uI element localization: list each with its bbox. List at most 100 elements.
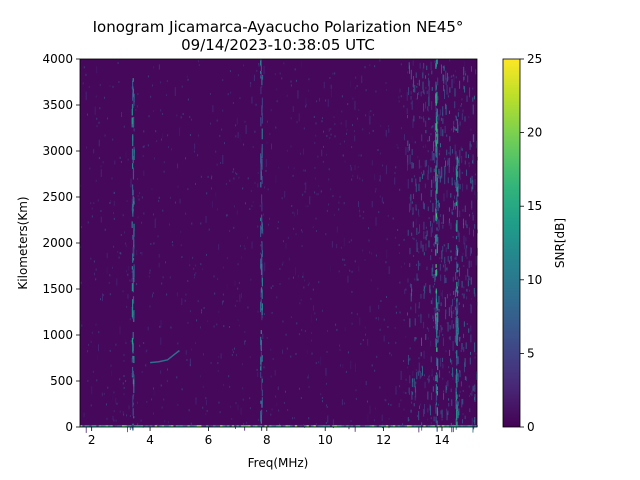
band-pixel bbox=[456, 276, 458, 280]
ground-pixel bbox=[385, 425, 389, 427]
noise-pixel bbox=[362, 249, 364, 252]
noise-pixel bbox=[388, 342, 390, 345]
noise-pixel bbox=[160, 384, 162, 387]
ground-pixel bbox=[222, 425, 226, 427]
line-pixel bbox=[436, 326, 438, 331]
noise-pixel bbox=[328, 178, 330, 181]
y-tick-label: 2000 bbox=[42, 236, 73, 250]
noise-pixel bbox=[220, 161, 222, 164]
line-pixel bbox=[261, 223, 263, 234]
band-pixel bbox=[461, 280, 463, 288]
noise-streak bbox=[96, 66, 98, 74]
ground-pixel bbox=[425, 425, 429, 427]
band-pixel bbox=[434, 153, 436, 164]
band-pixel bbox=[439, 202, 441, 208]
ground-pixel bbox=[189, 425, 193, 427]
ground-pixel bbox=[381, 425, 385, 427]
noise-pixel bbox=[269, 132, 271, 135]
ground-pixel bbox=[112, 425, 116, 427]
line-pixel bbox=[261, 214, 263, 223]
noise-pixel bbox=[454, 70, 456, 73]
noise-streak bbox=[459, 398, 461, 403]
noise-pixel bbox=[237, 263, 239, 266]
band-pixel bbox=[420, 193, 422, 201]
band-pixel bbox=[466, 245, 468, 249]
ground-pixel bbox=[119, 425, 123, 427]
noise-pixel bbox=[305, 205, 307, 208]
noise-pixel bbox=[292, 211, 294, 214]
noise-streak bbox=[91, 385, 93, 395]
noise-pixel bbox=[474, 356, 476, 359]
noise-pixel bbox=[157, 235, 159, 238]
noise-streak bbox=[328, 128, 330, 132]
noise-pixel bbox=[200, 175, 202, 178]
ground-pixel bbox=[278, 425, 282, 427]
noise-pixel bbox=[234, 171, 236, 174]
noise-pixel bbox=[450, 76, 452, 79]
noise-streak bbox=[327, 415, 329, 423]
noise-pixel bbox=[244, 120, 246, 123]
noise-pixel bbox=[166, 380, 168, 383]
noise-pixel bbox=[300, 299, 302, 302]
noise-pixel bbox=[80, 281, 82, 284]
ground-pixel bbox=[362, 425, 366, 427]
band-pixel bbox=[449, 349, 451, 356]
noise-pixel bbox=[323, 130, 325, 133]
band-pixel bbox=[422, 244, 424, 252]
band-pixel bbox=[446, 294, 448, 299]
noise-pixel bbox=[301, 245, 303, 248]
noise-streak bbox=[212, 105, 214, 113]
ground-pixel bbox=[131, 425, 135, 427]
noise-pixel bbox=[293, 167, 295, 170]
ground-pixel bbox=[194, 425, 198, 427]
noise-pixel bbox=[397, 146, 399, 149]
band-pixel bbox=[461, 342, 463, 350]
noise-pixel bbox=[320, 190, 322, 193]
band-pixel bbox=[446, 408, 448, 413]
line-pixel bbox=[131, 306, 133, 318]
noise-pixel bbox=[119, 156, 121, 159]
band-pixel bbox=[439, 143, 441, 148]
band-pixel bbox=[451, 320, 453, 329]
line-pixel bbox=[131, 266, 133, 270]
ground-pixel bbox=[360, 425, 364, 427]
band-pixel bbox=[448, 307, 450, 317]
noise-pixel bbox=[308, 78, 310, 81]
line-pixel bbox=[260, 71, 262, 79]
noise-pixel bbox=[296, 322, 298, 325]
band-pixel bbox=[444, 125, 446, 134]
band-pixel bbox=[473, 95, 475, 100]
band-pixel bbox=[451, 211, 453, 215]
noise-pixel bbox=[156, 140, 158, 143]
noise-pixel bbox=[272, 285, 274, 288]
ground-pixel bbox=[369, 425, 373, 427]
band-pixel bbox=[432, 203, 434, 213]
ground-pixel bbox=[136, 425, 140, 427]
band-pixel bbox=[425, 234, 427, 241]
noise-streak bbox=[236, 210, 238, 215]
noise-pixel bbox=[338, 201, 340, 204]
band-pixel bbox=[407, 140, 409, 146]
band-pixel bbox=[451, 75, 453, 78]
noise-streak bbox=[381, 197, 383, 203]
band-pixel bbox=[416, 372, 418, 380]
noise-pixel bbox=[114, 191, 116, 194]
noise-pixel bbox=[186, 75, 188, 78]
chart-title-line1: Ionogram Jicamarca-Ayacucho Polarization… bbox=[93, 18, 464, 36]
line-pixel bbox=[436, 374, 438, 383]
noise-pixel bbox=[468, 162, 470, 165]
noise-pixel bbox=[341, 110, 343, 113]
line-pixel bbox=[132, 253, 134, 263]
ground-pixel bbox=[108, 425, 112, 427]
line-pixel bbox=[261, 240, 263, 244]
band-pixel bbox=[469, 214, 471, 217]
noise-pixel bbox=[332, 72, 334, 75]
noise-pixel bbox=[368, 227, 370, 230]
ground-pixel bbox=[353, 425, 357, 427]
noise-pixel bbox=[108, 281, 110, 284]
band-pixel bbox=[449, 325, 451, 330]
noise-pixel bbox=[288, 257, 290, 260]
noise-pixel bbox=[198, 134, 200, 137]
noise-pixel bbox=[89, 167, 91, 170]
